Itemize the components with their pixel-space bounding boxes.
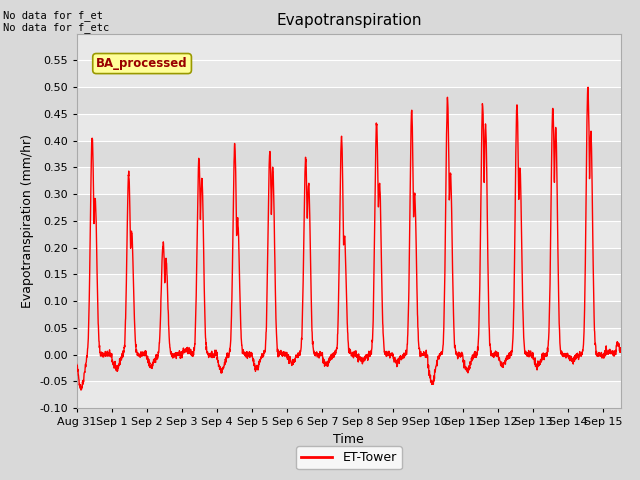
Bar	[77, 248, 621, 274]
Text: No data for f_et
No data for f_etc: No data for f_et No data for f_etc	[3, 10, 109, 33]
X-axis label: Time: Time	[333, 432, 364, 445]
Bar	[77, 301, 621, 328]
Bar	[77, 87, 621, 114]
Bar	[77, 141, 621, 168]
Legend: ET-Tower: ET-Tower	[296, 446, 401, 469]
Text: BA_processed: BA_processed	[96, 57, 188, 70]
Y-axis label: Evapotranspiration (mm/hr): Evapotranspiration (mm/hr)	[20, 134, 33, 308]
Bar	[77, 355, 621, 381]
Bar	[77, 194, 621, 221]
Title: Evapotranspiration: Evapotranspiration	[276, 13, 422, 28]
